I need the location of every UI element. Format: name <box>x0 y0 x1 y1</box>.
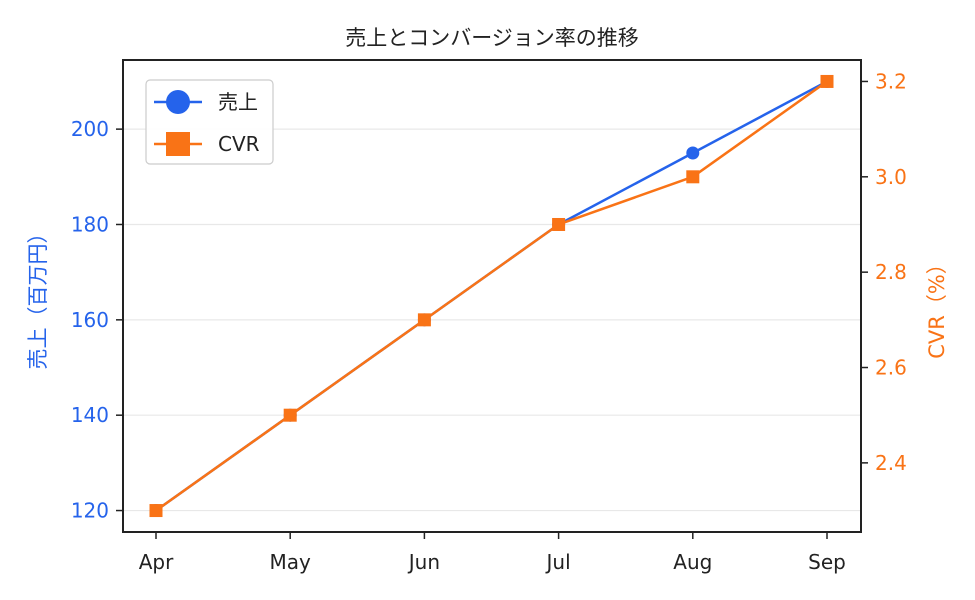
x-tick-label: Jul <box>545 550 571 574</box>
data-point-square <box>686 170 700 184</box>
y-left-tick-label: 200 <box>71 117 109 141</box>
data-point-square <box>552 217 566 231</box>
chart-title: 売上とコンバージョン率の推移 <box>345 26 639 50</box>
y-left-tick-label: 140 <box>71 403 109 427</box>
y-axis-right-label: CVR（%） <box>925 253 949 359</box>
data-point-square <box>283 408 297 422</box>
legend-item: CVR <box>154 132 260 156</box>
x-tick-label: Jun <box>407 550 440 574</box>
y-left-tick-label: 120 <box>71 499 109 523</box>
legend-item: 売上 <box>154 90 258 114</box>
y-right-tick-label: 2.8 <box>875 260 907 284</box>
x-tick-label: Sep <box>808 550 846 574</box>
y-right-tick-label: 2.4 <box>875 451 907 475</box>
legend-marker-square <box>166 132 190 156</box>
data-point-square <box>149 504 163 518</box>
x-tick-label: May <box>270 550 312 574</box>
series-line-square <box>155 80 828 512</box>
grid-lines <box>123 128 861 512</box>
x-tick-label: Aug <box>673 550 712 574</box>
y-right-tick-label: 2.6 <box>875 356 907 380</box>
y-axis-right: 2.4 2.6 2.8 3.0 3.2 <box>861 69 907 475</box>
legend-label: CVR <box>218 132 260 156</box>
legend-marker-circle <box>166 90 190 114</box>
data-point-square <box>820 74 834 88</box>
legend-label: 売上 <box>218 90 258 114</box>
y-left-tick-label: 160 <box>71 308 109 332</box>
data-point-circle <box>686 146 700 160</box>
x-tick-label: Apr <box>139 550 174 574</box>
series-layer <box>149 74 834 518</box>
plot-frame <box>122 59 862 533</box>
y-axis-left-label: 売上（百万円） <box>26 223 50 370</box>
data-point-square <box>417 313 431 327</box>
legend: 売上 CVR <box>145 79 274 165</box>
y-right-tick-label: 3.2 <box>875 69 907 93</box>
y-left-tick-label: 180 <box>71 212 109 236</box>
x-axis: Apr May Jun Jul Aug Sep <box>139 532 846 574</box>
y-right-tick-label: 3.0 <box>875 165 907 189</box>
y-axis-left: 120 140 160 180 200 <box>71 117 123 523</box>
